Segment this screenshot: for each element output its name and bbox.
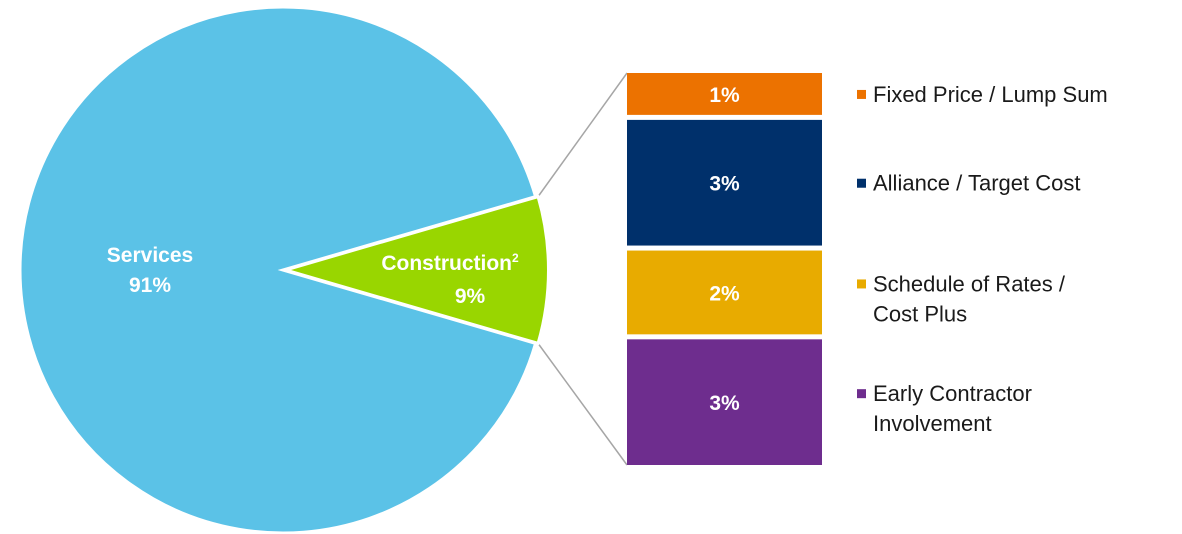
legend-swatch-fixed-price-lump-sum [857,89,866,99]
bar-segment-alliance-target-cost [627,119,822,246]
legend-swatch-schedule-of-rates-cost-plus [857,279,866,289]
legend-label-schedule-of-rates-cost-plus: Schedule of Rates / Cost Plus [873,271,1066,326]
pie [18,5,550,534]
legend-label-fixed-price-lump-sum: Fixed Price / Lump Sum [873,82,1108,107]
slice-construction [280,194,550,346]
legend: Fixed Price / Lump Sum Alliance / Target … [857,82,1108,436]
legend-label-early-contractor-involvement: Early Contractor Involvement [873,381,1032,436]
slice-label-construction-name: Construction2 [381,251,519,275]
bar-segment-label-fixed-price-lump-sum: 1% [709,84,740,107]
bar-segment-early-contractor-involvement [627,339,822,465]
pie-labels: Services 91% Construction2 9% [107,244,519,308]
slice-label-construction-value: 9% [455,285,486,308]
legend-swatch-alliance-target-cost [857,178,866,188]
bar-segment-schedule-of-rates-cost-plus [627,250,822,335]
bar-segment-label-schedule-of-rates-cost-plus: 2% [709,282,740,305]
bar-segment-fixed-price-lump-sum [627,73,822,115]
connector-line-top [537,72,628,198]
breakdown-bar: 1% 3% 2% 3% [627,73,822,465]
connector-lines [537,72,628,466]
bar-segment-label-alliance-target-cost: 3% [709,173,740,196]
connector-line-bottom [537,342,628,466]
legend-swatch-early-contractor-involvement [857,389,866,399]
slice-label-services-value: 91% [129,274,171,297]
bar-segment-label-early-contractor-involvement: 3% [709,392,740,415]
slice-services [18,5,538,534]
legend-label-alliance-target-cost: Alliance / Target Cost [873,171,1080,196]
slice-label-services-name: Services [107,244,193,267]
